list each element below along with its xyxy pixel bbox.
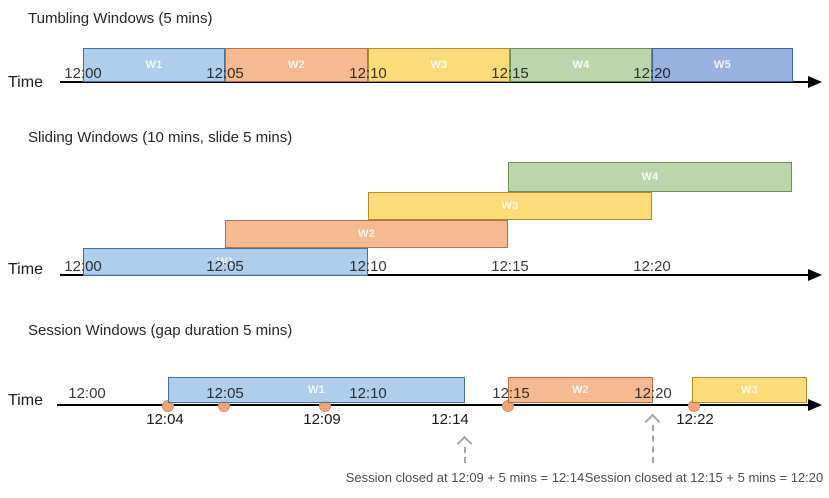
session-close-annotation: Session closed at 12:15 + 5 mins = 12:20 [584, 470, 824, 485]
axis-tick: 12:05 [206, 258, 244, 275]
window-bar: W4 [508, 162, 792, 192]
event-time-label: 12:14 [431, 411, 469, 428]
window-label: W4 [572, 59, 590, 71]
axis-tick: 12:00 [64, 65, 102, 82]
window-bar: W3 [368, 192, 652, 220]
time-axis-label: Time [8, 261, 43, 278]
axis-tick: 12:10 [349, 65, 387, 82]
session-close-arrow-line [464, 447, 466, 463]
window-label: W1 [307, 384, 326, 396]
event-time-label: 12:04 [146, 411, 184, 428]
section-title: Tumbling Windows (5 mins) [28, 10, 213, 27]
window-bar: W2 [225, 48, 368, 82]
window-bar: W2 [508, 377, 653, 403]
window-bar: W5 [652, 48, 793, 82]
window-label: W2 [571, 384, 590, 396]
window-label: W3 [501, 200, 519, 212]
axis-tick: 12:05 [206, 65, 244, 82]
axis-arrow-icon [808, 399, 822, 411]
window-bar: W3 [692, 377, 807, 403]
window-label: W3 [430, 59, 448, 71]
window-label: W1 [145, 59, 163, 71]
axis-tick: 12:20 [633, 258, 671, 275]
window-label: W2 [357, 228, 376, 240]
axis-arrow-icon [808, 269, 822, 281]
section-title: Session Windows (gap duration 5 mins) [28, 322, 293, 339]
time-axis [57, 404, 810, 406]
time-axis [60, 81, 810, 83]
section-title: Sliding Windows (10 mins, slide 5 mins) [28, 129, 293, 146]
window-bar: W1 [83, 48, 225, 82]
event-time-label: 12:09 [303, 411, 341, 428]
axis-tick: 12:00 [64, 258, 102, 275]
time-axis-label: Time [8, 74, 43, 91]
session-close-annotation: Session closed at 12:09 + 5 mins = 12:14 [345, 470, 585, 485]
axis-tick: 12:15 [492, 385, 530, 402]
axis-tick: 12:15 [491, 258, 529, 275]
axis-tick: 12:20 [633, 65, 671, 82]
axis-tick: 12:10 [349, 258, 387, 275]
window-label: W3 [740, 384, 759, 396]
window-bar: W4 [510, 48, 652, 82]
window-label: W5 [713, 59, 732, 71]
time-axis-label: Time [8, 392, 43, 409]
window-bar: W2 [225, 220, 508, 248]
window-bar: W3 [368, 48, 510, 82]
axis-tick: 12:10 [349, 385, 387, 402]
window-label: W4 [641, 171, 659, 183]
time-axis [60, 274, 810, 276]
window-bar: W1 [168, 377, 465, 403]
axis-tick: 12:15 [491, 65, 529, 82]
axis-tick: 12:20 [634, 385, 672, 402]
window-bar: W1 [83, 248, 368, 276]
axis-tick: 12:00 [68, 385, 106, 402]
window-label: W2 [287, 59, 306, 71]
window-label: W1 [216, 256, 235, 268]
axis-arrow-icon [808, 76, 822, 88]
session-close-arrow-line [652, 425, 654, 463]
event-time-label: 12:22 [676, 411, 714, 428]
axis-tick: 12:05 [206, 385, 244, 402]
